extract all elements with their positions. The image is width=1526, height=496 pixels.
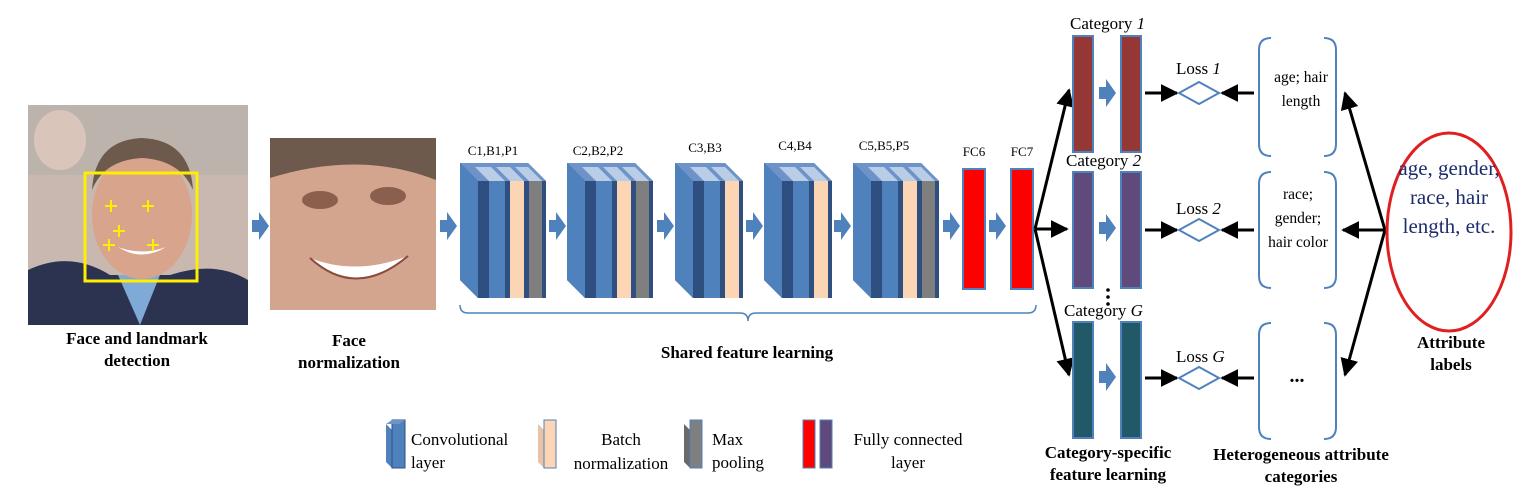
attributes-category-g: ... xyxy=(1289,365,1305,387)
block-c1-b1-p1 xyxy=(460,163,546,298)
category-1-title: Category 1 xyxy=(1070,14,1145,33)
caption-category-specific: Category-specific feature learning xyxy=(1044,443,1172,484)
loss-2-diamond xyxy=(1176,217,1222,243)
arrow-4 xyxy=(657,212,674,240)
arrow-3 xyxy=(549,212,566,240)
legend-bn-icon xyxy=(538,419,557,469)
category-g-title: Category G xyxy=(1064,301,1143,320)
face-bounding-box xyxy=(83,171,199,283)
category-1-group xyxy=(1072,35,1142,153)
label-split-arrows xyxy=(1340,91,1387,377)
fc7-bar xyxy=(1010,168,1034,290)
arrow-6 xyxy=(834,212,851,240)
fc6-bar xyxy=(962,168,986,290)
block-c2-b2-p2 xyxy=(567,163,653,298)
legend-conv-label: Convolutional layer xyxy=(411,430,509,472)
caption-detection: Face and landmark detection xyxy=(66,329,208,370)
face-normalized-image xyxy=(270,138,436,310)
block-label-2: C2,B2,P2 xyxy=(573,143,624,158)
landmark-markers xyxy=(103,200,159,251)
loss-g-diamond xyxy=(1176,365,1222,391)
legend-pool-label: Max pooling xyxy=(712,430,764,472)
block-c4-b4 xyxy=(764,163,832,298)
loss-2-label: Loss 2 xyxy=(1176,199,1221,218)
fanout-arrows xyxy=(1033,88,1075,377)
attributes-category-1: age; hair length xyxy=(1274,69,1328,110)
legend-bn-label: Batch normalization xyxy=(573,430,669,473)
vertical-ellipsis xyxy=(1106,288,1110,306)
arrow-2 xyxy=(440,212,457,240)
fc7-label: FC7 xyxy=(1011,144,1034,159)
block-label-3: C3,B3 xyxy=(688,140,722,155)
arrow-1 xyxy=(252,212,269,240)
shared-brace xyxy=(459,304,1037,322)
category-2-title: Category 2 xyxy=(1066,151,1142,170)
attributes-category-2: race; gender; hair color xyxy=(1268,186,1328,251)
category-g-group xyxy=(1072,321,1142,439)
flow-arrows xyxy=(252,212,1006,240)
loss-arrows xyxy=(1145,84,1254,387)
legend-fc-icon xyxy=(802,419,833,469)
loss-1-diamond xyxy=(1176,80,1222,106)
category-2-group xyxy=(1072,171,1142,289)
legend-pool-icon xyxy=(684,419,703,469)
caption-attribute-labels: Attribute labels xyxy=(1417,333,1485,374)
block-label-5: C5,B5,P5 xyxy=(859,138,910,153)
arrow-5 xyxy=(746,212,763,240)
loss-1-label: Loss 1 xyxy=(1176,59,1221,78)
caption-normalization: Face normalization xyxy=(298,331,400,372)
arrow-7 xyxy=(943,212,960,240)
arrow-8 xyxy=(989,212,1006,240)
block-c5-b5-p5 xyxy=(853,163,939,298)
legend-fc-label: Fully connected layer xyxy=(853,430,963,472)
caption-shared: Shared feature learning xyxy=(660,343,834,362)
block-label-4: C4,B4 xyxy=(778,138,812,153)
legend-conv-icon xyxy=(386,419,406,469)
block-label-1: C1,B1,P1 xyxy=(468,143,519,158)
loss-g-label: Loss G xyxy=(1176,347,1225,366)
caption-heterogeneous: Heterogeneous attribute categories xyxy=(1213,445,1389,486)
attribute-labels-text: age, gender, race, hair length, etc. xyxy=(1398,156,1500,238)
fc6-label: FC6 xyxy=(963,144,986,159)
block-c3-b3 xyxy=(675,163,743,298)
attribute-brackets xyxy=(1258,37,1337,440)
face-detection-image xyxy=(28,105,248,325)
attribute-labels-ellipse xyxy=(1385,131,1513,333)
